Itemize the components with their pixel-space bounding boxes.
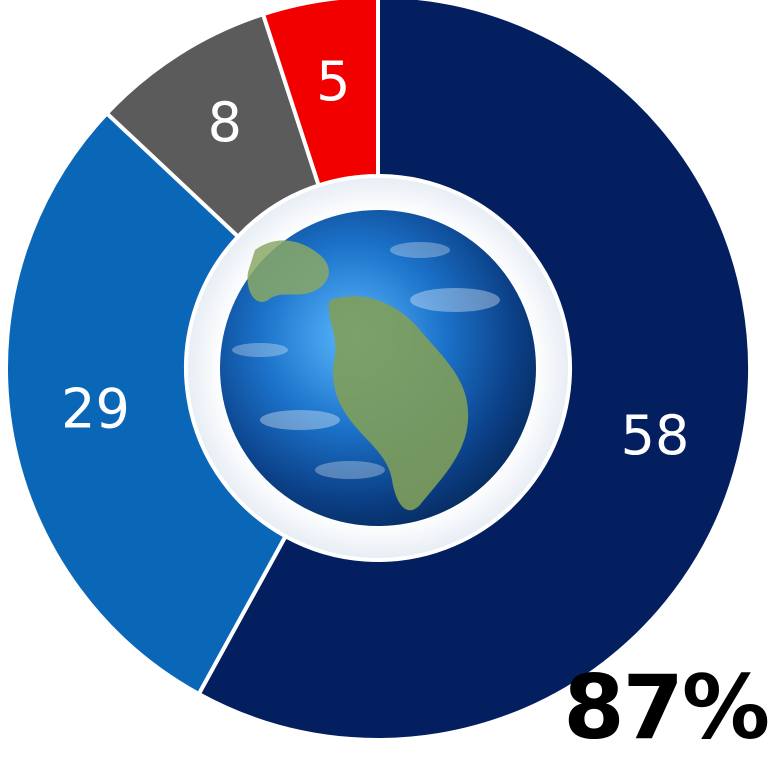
donut-slice-58 — [196, 0, 752, 742]
slice-value-label: 58 — [621, 404, 690, 467]
donut-slice-5 — [260, 0, 380, 188]
center-globe — [188, 178, 568, 558]
slice-value-label: 5 — [316, 50, 350, 113]
donut-slice-29 — [4, 110, 289, 697]
percentage-callout: 87% — [563, 656, 770, 759]
globe-icon — [220, 210, 536, 526]
slice-value-label: 8 — [208, 91, 242, 154]
slice-value-label: 29 — [61, 377, 130, 440]
